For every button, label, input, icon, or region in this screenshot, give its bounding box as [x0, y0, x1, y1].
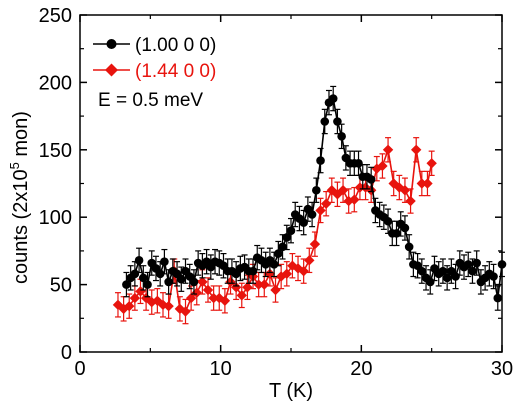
data-point	[309, 238, 321, 250]
x-tick-label: 10	[210, 358, 232, 380]
y-axis-label: counts (2x105 mon)	[7, 111, 32, 284]
data-point	[197, 276, 208, 288]
data-point	[269, 260, 279, 269]
data-point	[143, 280, 152, 289]
data-point	[304, 255, 315, 266]
data-point	[451, 272, 460, 281]
data-point	[426, 158, 437, 169]
data-point	[463, 260, 473, 269]
data-point	[299, 218, 308, 227]
data-point	[189, 277, 199, 287]
data-point	[134, 256, 144, 265]
legend-marker-series-1	[106, 39, 117, 49]
data-point	[438, 266, 448, 276]
data-point	[202, 284, 214, 296]
data-point	[230, 282, 242, 293]
y-axis-label-exponent: 5	[7, 162, 22, 169]
data-point	[377, 160, 388, 172]
data-point	[489, 272, 498, 281]
y-tick-label: 100	[39, 207, 72, 229]
data-point	[320, 117, 330, 126]
legend-marker-series-2	[105, 63, 118, 77]
data-point	[160, 257, 169, 266]
data-point	[405, 195, 416, 207]
data-point	[185, 292, 197, 304]
data-point	[337, 185, 349, 196]
data-point	[281, 268, 292, 280]
data-point	[129, 292, 141, 304]
data-point	[404, 242, 414, 252]
data-point	[349, 194, 360, 205]
data-point	[270, 284, 281, 296]
data-point	[472, 258, 481, 268]
data-point	[425, 277, 435, 287]
data-point	[337, 132, 346, 141]
data-point	[328, 94, 338, 103]
data-point	[259, 279, 270, 290]
data-point	[416, 178, 428, 189]
data-point	[118, 303, 129, 315]
data-point	[282, 233, 292, 242]
legend-entry-series-2: (1.44 0 0)	[93, 61, 216, 82]
data-point	[208, 292, 219, 304]
x-tick-label: 30	[491, 358, 513, 380]
legend-label-series-2: (1.44 0 0)	[135, 61, 216, 82]
data-point	[164, 277, 173, 287]
data-point	[242, 282, 253, 293]
data-point	[219, 295, 231, 306]
y-tick-label: 250	[39, 5, 72, 27]
data-point	[442, 273, 452, 283]
data-point	[399, 185, 411, 196]
axis-ticks: 0 10 20 30 0 50 100 150 200 250	[39, 5, 514, 380]
data-point	[417, 266, 427, 276]
data-point	[152, 295, 163, 306]
y-axis-label-prefix: counts (2x10	[10, 169, 32, 284]
data-point	[382, 144, 394, 155]
data-point	[366, 175, 376, 184]
data-point	[410, 144, 422, 155]
data-point	[274, 249, 283, 258]
y-tick-label: 150	[39, 140, 72, 162]
x-tick-label: 20	[350, 358, 372, 380]
data-point	[422, 178, 433, 189]
data-point	[383, 216, 393, 226]
legend-label-series-1: (1.00 0 0)	[135, 35, 216, 56]
data-point	[493, 293, 503, 303]
data-point	[139, 273, 148, 283]
series-2	[112, 137, 437, 325]
data-point	[320, 198, 332, 209]
data-point	[155, 269, 165, 279]
data-point	[354, 158, 363, 168]
legend-entry-series-1: (1.00 0 0)	[93, 35, 216, 56]
data-point	[236, 290, 247, 301]
y-axis-label-suffix: mon)	[10, 111, 32, 162]
data-point	[312, 185, 321, 195]
x-axis-label: T (K)	[269, 380, 313, 402]
data-point	[298, 265, 309, 277]
x-tick-label: 0	[74, 358, 85, 380]
data-point	[316, 156, 325, 165]
data-point	[315, 205, 326, 216]
y-tick-label: 0	[61, 342, 72, 364]
data-point	[176, 274, 186, 284]
data-point	[286, 226, 296, 235]
y-tick-label: 50	[50, 275, 72, 297]
data-point	[248, 266, 258, 276]
data-point	[180, 306, 191, 317]
data-point	[400, 223, 410, 233]
y-tick-label: 200	[39, 72, 72, 94]
data-point	[307, 210, 317, 219]
plot-area	[112, 85, 507, 325]
legend: (1.00 0 0) (1.44 0 0)	[93, 35, 216, 82]
series-1	[122, 85, 507, 311]
data-point	[130, 269, 140, 279]
data-point	[163, 300, 174, 312]
data-point	[124, 300, 135, 312]
data-point	[122, 280, 131, 289]
data-point	[468, 266, 477, 276]
energy-annotation: E = 0.5 meV	[98, 90, 203, 111]
data-point	[253, 279, 264, 290]
